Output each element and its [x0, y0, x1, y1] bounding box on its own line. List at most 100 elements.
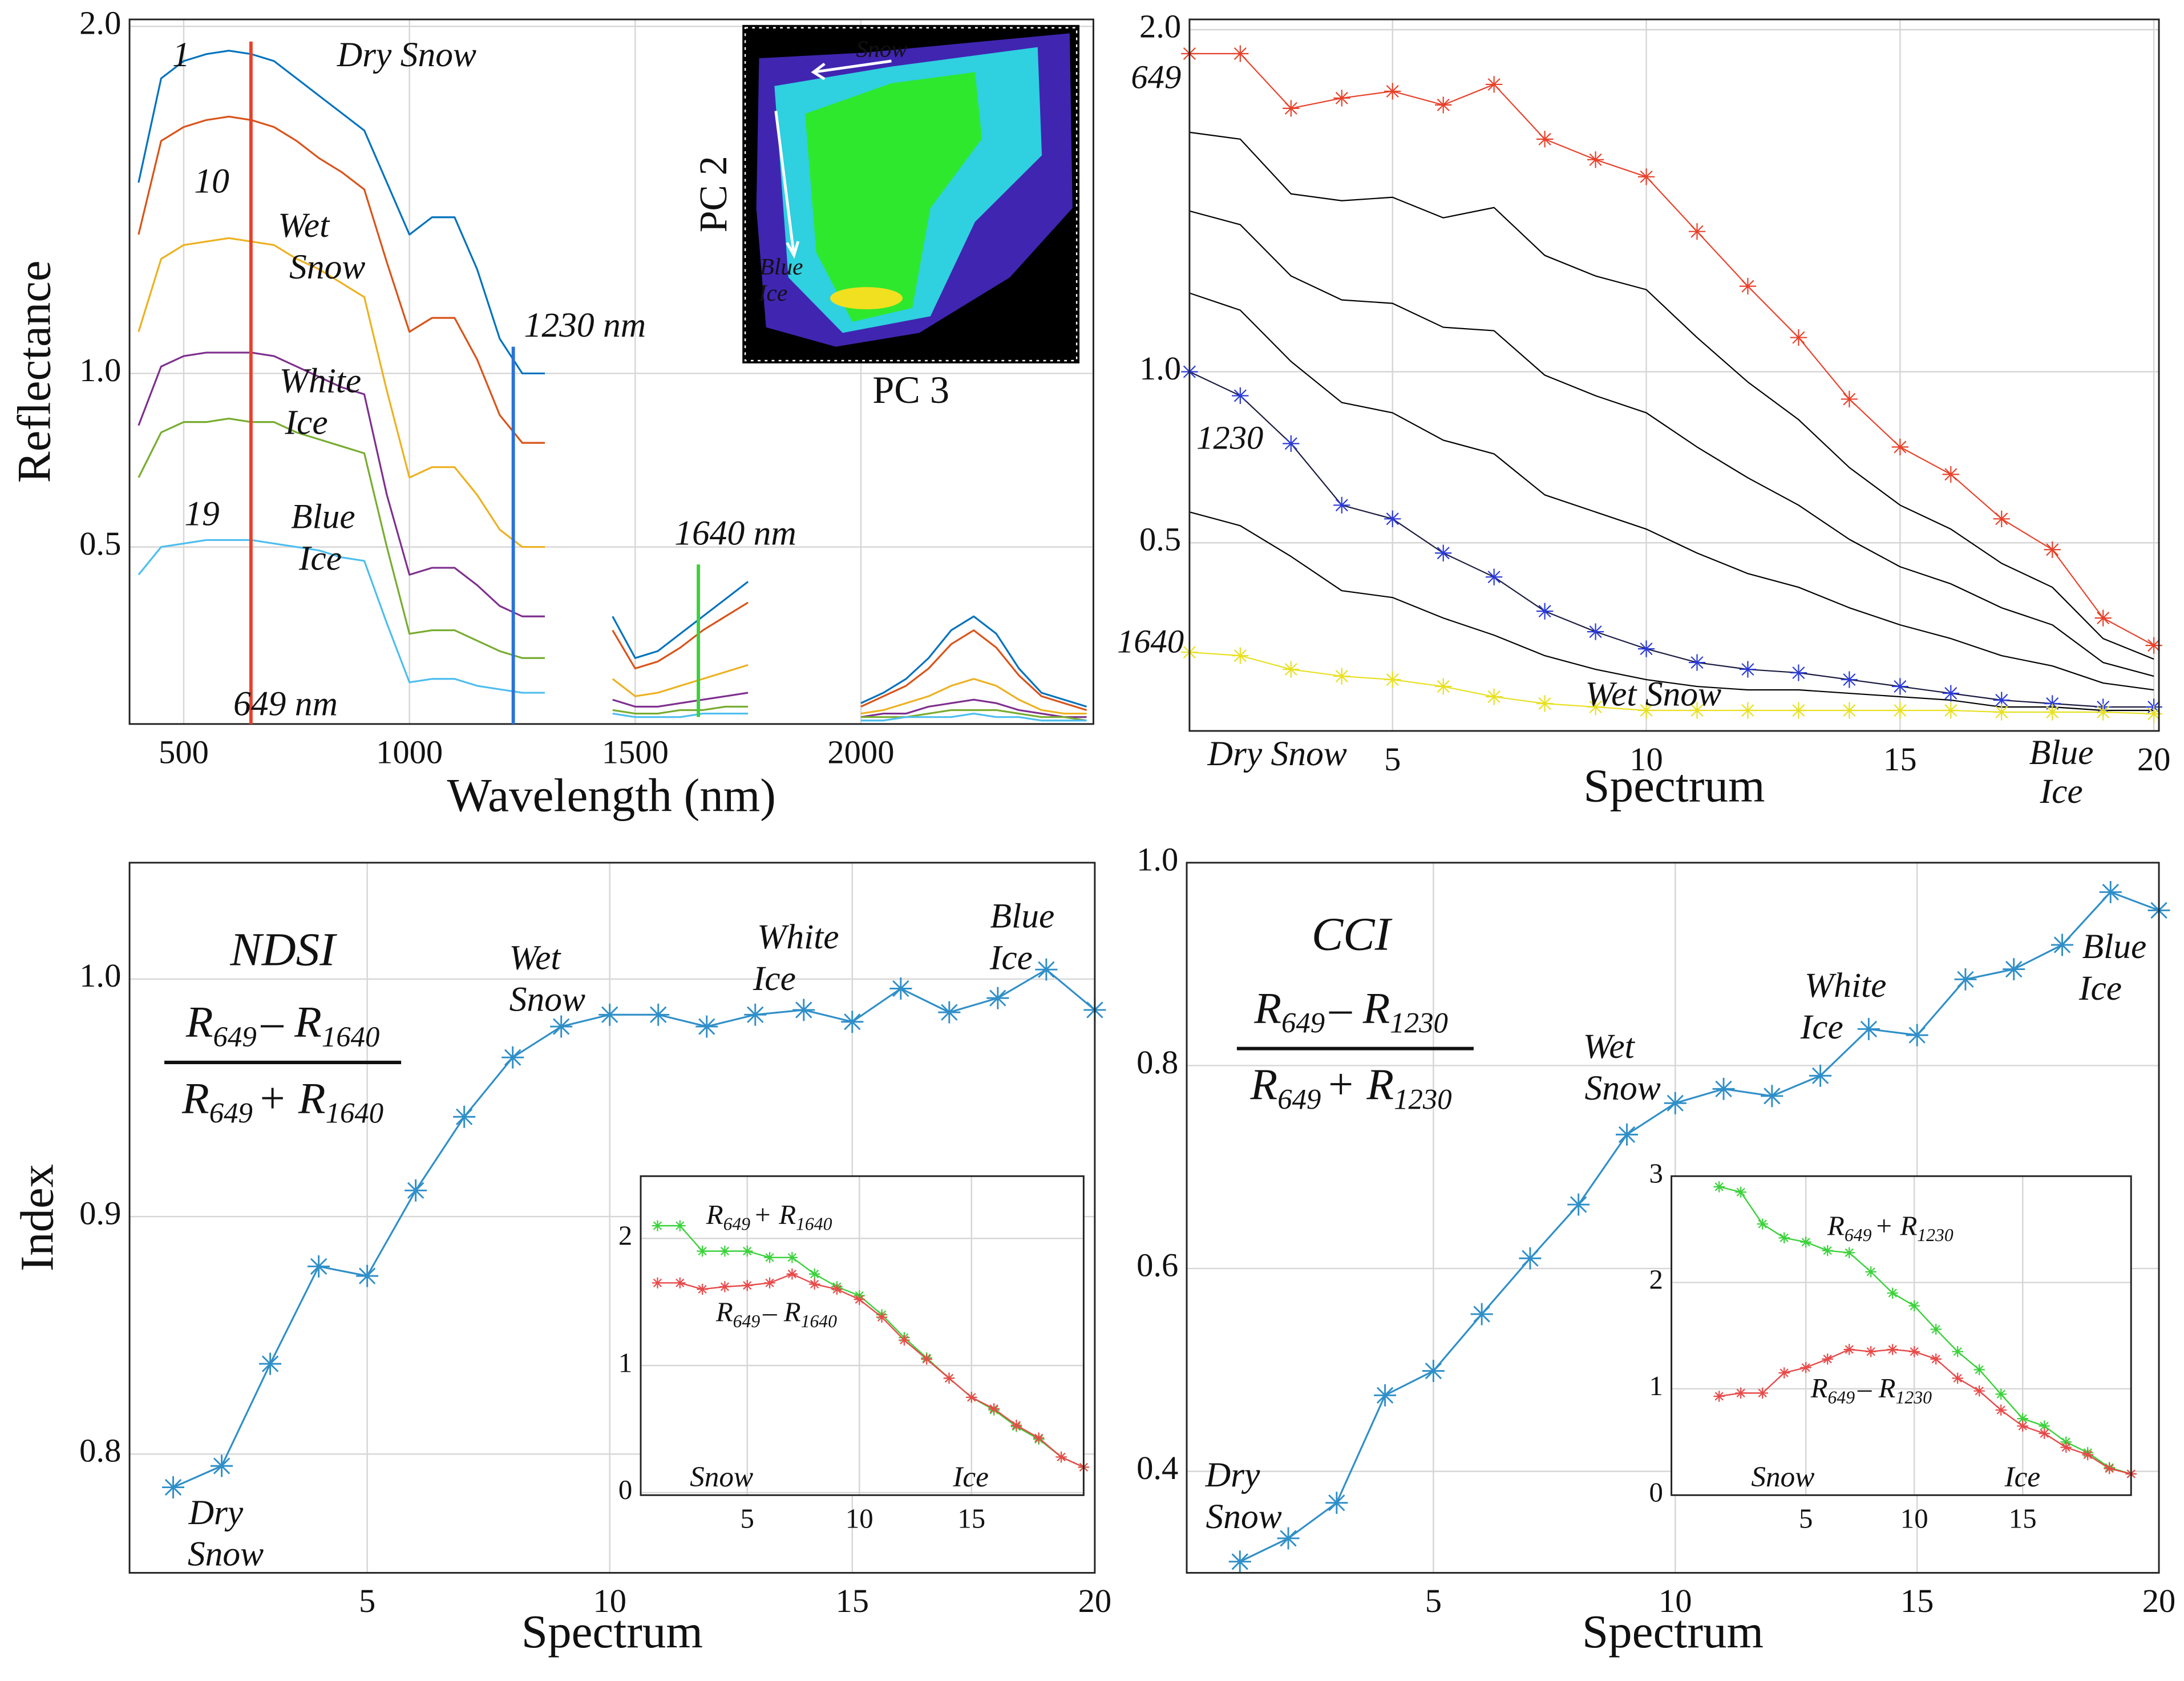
data-point	[1954, 968, 1977, 991]
series-label: 1230	[1196, 419, 1263, 456]
data-point	[1887, 1287, 1898, 1299]
data-point	[1587, 623, 1604, 640]
y-tick-label: 2.0	[1139, 8, 1181, 45]
data-point	[1713, 1181, 1725, 1193]
data-point	[501, 1046, 524, 1069]
annotation: Ice	[2078, 969, 2122, 1008]
data-point	[1567, 1193, 1590, 1216]
annotation: Snow	[188, 1535, 264, 1574]
x-tick-label: 15	[957, 1504, 985, 1534]
annotation: Ice	[298, 539, 342, 578]
formula-text: R649 + R1230	[1827, 1211, 1954, 1246]
y-axis-label: Reflectance	[7, 260, 60, 483]
subscript: 649	[1828, 1388, 1855, 1408]
data-point	[741, 1245, 753, 1257]
x-axis-label: Spectrum	[1582, 1605, 1764, 1658]
arrow	[774, 111, 800, 259]
data-point	[1822, 1353, 1833, 1365]
data-point	[647, 1003, 670, 1026]
data-point	[695, 1015, 718, 1038]
symbol: R	[1810, 1373, 1828, 1404]
annotation: Ice	[2004, 1461, 2041, 1493]
data-point	[808, 1268, 820, 1280]
x-tick-label: 10	[1659, 1582, 1692, 1619]
data-point	[938, 1001, 961, 1024]
annotation: Ice	[285, 403, 328, 442]
data-point	[1283, 661, 1300, 678]
y-tick-label: 1.0	[1139, 350, 1181, 387]
data-point	[2017, 1413, 2028, 1424]
formula-text: R649– R1640	[715, 1297, 837, 1332]
data-point	[1993, 510, 2010, 527]
series-line	[1189, 292, 2154, 691]
subscript: 649	[723, 1214, 751, 1234]
subscript: 649	[733, 1311, 761, 1331]
data-point	[1778, 1232, 1790, 1244]
data-point	[162, 1476, 185, 1498]
formula-text: R649 + R1230	[1250, 1060, 1452, 1115]
data-point	[1232, 647, 1249, 664]
symbol: R	[706, 1199, 723, 1230]
subscript: 1640	[322, 1021, 380, 1053]
data-point	[1739, 661, 1757, 678]
symbol: R	[1250, 1060, 1278, 1109]
plot-frame	[1188, 18, 2160, 732]
data-point	[786, 1252, 798, 1263]
symbol: + R	[1874, 1211, 1917, 1242]
annotation: Snow	[1585, 1069, 1661, 1108]
data-point	[1841, 702, 1858, 719]
data-point	[356, 1264, 379, 1287]
plot-frame	[128, 18, 1094, 725]
plot-frame	[640, 1175, 1085, 1496]
data-point	[1995, 1388, 2007, 1400]
series-line	[137, 351, 1087, 718]
series-line	[1189, 511, 2154, 712]
annotation: White	[1805, 966, 1886, 1005]
data-point	[652, 1220, 664, 1231]
data-point	[1841, 390, 1858, 408]
density-core	[805, 72, 982, 322]
y-tick-label: 0.8	[79, 1432, 121, 1469]
subscript: 649	[1277, 1083, 1321, 1115]
data-point	[1973, 1385, 1985, 1397]
series-line	[1189, 651, 2154, 715]
annotation: Ice	[1800, 1008, 1843, 1046]
data-point	[2094, 704, 2112, 721]
data-point	[1232, 387, 1249, 405]
data-point	[719, 1281, 731, 1292]
symbol: – R	[261, 997, 322, 1046]
annotation: Dry Snow	[1207, 734, 1347, 773]
data-point	[1865, 1266, 1876, 1278]
data-point	[1228, 1550, 1251, 1573]
data-point	[966, 1392, 977, 1403]
data-point	[1952, 1372, 1963, 1384]
subscript: 649	[213, 1021, 257, 1053]
data-point	[1712, 1077, 1735, 1100]
data-point	[2039, 1420, 2050, 1432]
annotation: Snow	[509, 980, 585, 1019]
data-point	[854, 1294, 865, 1306]
data-point	[2044, 704, 2061, 721]
data-point	[2145, 637, 2162, 654]
data-point	[1973, 1364, 1985, 1376]
inset-y-label: PC 2	[691, 156, 735, 232]
data-point	[453, 1105, 476, 1128]
data-point	[2044, 695, 2061, 712]
data-point	[876, 1311, 888, 1323]
data-point	[211, 1454, 233, 1477]
annotation: Snow	[289, 248, 365, 286]
subscript: 1640	[801, 1311, 838, 1331]
x-tick-label: 20	[1078, 1582, 1112, 1619]
data-point	[1735, 1186, 1746, 1198]
data-point	[1942, 685, 1959, 702]
data-point	[786, 1268, 798, 1280]
data-point	[1857, 1018, 1880, 1040]
annotation: Blue	[2082, 927, 2147, 966]
data-point	[1637, 640, 1655, 657]
formula-text: R649– R1230	[1253, 983, 1448, 1038]
symbol: R	[715, 1297, 733, 1328]
series-line	[137, 115, 1087, 712]
subscript: 649	[209, 1097, 253, 1129]
annotation: Wet	[278, 206, 330, 245]
data-point	[1930, 1353, 1942, 1365]
